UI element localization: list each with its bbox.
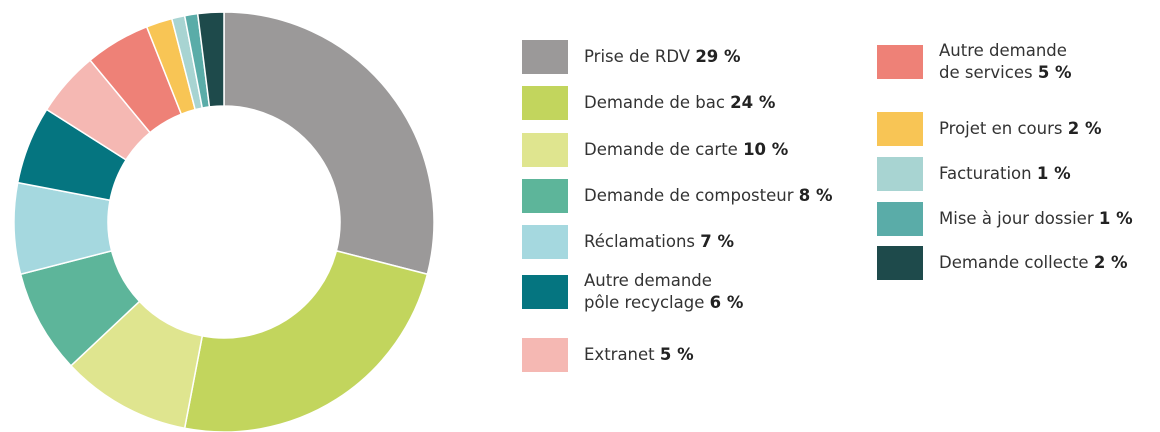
legend-swatch	[522, 225, 568, 259]
legend-item: Réclamations 7 %	[522, 225, 734, 259]
legend-label: Prise de RDV 29 %	[584, 46, 741, 68]
legend-text: Demande collecte	[939, 253, 1089, 272]
value-label: 1 %	[1036, 164, 1071, 183]
legend-text: Demande de bac	[584, 93, 725, 112]
legend-swatch	[522, 86, 568, 120]
legend-label: Mise à jour dossier 1 %	[939, 208, 1133, 230]
legend-swatch	[522, 338, 568, 372]
legend-swatch	[877, 246, 923, 280]
legend-text: Mise à jour dossier	[939, 209, 1094, 228]
legend-item: Demande de bac 24 %	[522, 86, 775, 120]
legend-text: Demande de composteur	[584, 186, 794, 205]
legend-swatch	[877, 45, 923, 79]
legend-item: Autre demande de services 5 %	[877, 40, 1072, 84]
slice	[183, 249, 429, 432]
legend-swatch	[522, 275, 568, 309]
value-label: 5 %	[659, 345, 694, 364]
slice	[196, 11, 225, 108]
legend-label: Projet en cours 2 %	[939, 118, 1102, 140]
legend-label: Réclamations 7 %	[584, 231, 734, 253]
value-label: 5 %	[1037, 63, 1072, 82]
legend-label: Autre demande pôle recyclage 6 %	[584, 270, 743, 314]
legend-swatch	[522, 40, 568, 74]
legend-item: Autre demande pôle recyclage 6 %	[522, 270, 743, 314]
legend-label: Demande de bac 24 %	[584, 92, 775, 114]
legend-swatch	[877, 157, 923, 191]
legend-text: Demande de carte	[584, 140, 738, 159]
legend-text: Autre demande pôle recyclage	[584, 271, 712, 312]
value-label: 10 %	[743, 140, 789, 159]
legend-item: Mise à jour dossier 1 %	[877, 202, 1133, 236]
legend-text: Réclamations	[584, 232, 696, 251]
legend-item: Projet en cours 2 %	[877, 112, 1102, 146]
legend-swatch	[877, 202, 923, 236]
value-label: 6 %	[709, 293, 744, 312]
legend-text: Autre demande de services	[939, 41, 1067, 82]
slice	[223, 11, 435, 276]
legend-text: Projet en cours	[939, 119, 1063, 138]
value-label: 8 %	[798, 186, 833, 205]
legend-item: Demande de composteur 8 %	[522, 179, 833, 213]
value-label: 24 %	[730, 93, 776, 112]
legend-label: Facturation 1 %	[939, 163, 1071, 185]
legend-item: Extranet 5 %	[522, 338, 694, 372]
legend-label: Autre demande de services 5 %	[939, 40, 1072, 84]
value-label: 2 %	[1093, 253, 1128, 272]
legend-text: Facturation	[939, 164, 1032, 183]
legend-swatch	[522, 133, 568, 167]
legend-item: Demande collecte 2 %	[877, 246, 1128, 280]
legend-swatch	[522, 179, 568, 213]
legend-label: Demande de carte 10 %	[584, 139, 788, 161]
legend-item: Facturation 1 %	[877, 157, 1071, 191]
legend-text: Extranet	[584, 345, 655, 364]
legend-item: Demande de carte 10 %	[522, 133, 788, 167]
legend-label: Extranet 5 %	[584, 344, 694, 366]
value-label: 2 %	[1067, 119, 1102, 138]
legend-text: Prise de RDV	[584, 47, 691, 66]
donut	[13, 11, 435, 432]
legend-label: Demande de composteur 8 %	[584, 185, 833, 207]
value-label: 7 %	[700, 232, 735, 251]
legend-swatch	[877, 112, 923, 146]
value-label: 29 %	[695, 47, 741, 66]
value-label: 1 %	[1098, 209, 1133, 228]
legend-label: Demande collecte 2 %	[939, 252, 1128, 274]
legend-item: Prise de RDV 29 %	[522, 40, 741, 74]
